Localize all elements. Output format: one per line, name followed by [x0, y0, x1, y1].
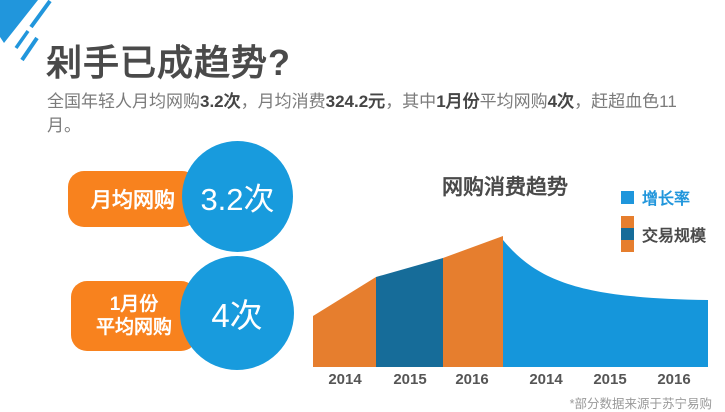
slash-line-2	[14, 29, 30, 50]
subtitle-part: ，其中	[385, 92, 437, 111]
subtitle-highlight: 1月份	[436, 92, 480, 111]
legend-swatch-orange-top	[621, 216, 634, 228]
x-label-volume-2016: 2016	[455, 371, 489, 388]
chart-legend: 增长率 交易规模	[621, 185, 706, 252]
area-volume-2014	[313, 277, 376, 367]
legend-item-transaction-volume: 交易规模	[621, 216, 706, 252]
stat-value: 3.2次	[200, 182, 275, 217]
slash-line-1	[29, 0, 52, 29]
area-growth-rate	[503, 240, 708, 367]
legend-swatch-blue-icon	[621, 190, 634, 204]
subtitle-part: ，赶超血色11月。	[47, 92, 677, 135]
area-volume-2015	[376, 258, 443, 367]
stat-circle-monthly-purchases: 3.2次	[182, 141, 293, 252]
subtitle-part: 全国年轻人月均网购	[47, 92, 200, 111]
stat-pill-january-purchases: 1月份 平均网购	[71, 281, 197, 351]
x-label-volume-2015: 2015	[393, 371, 427, 388]
legend-label-transaction-volume: 交易规模	[642, 228, 707, 245]
x-label-volume-2014: 2014	[328, 371, 362, 388]
page-title: 剁手已成趋势?	[46, 42, 291, 83]
slash-wedge-shape	[0, 0, 38, 43]
subtitle-paragraph: 全国年轻人月均网购3.2次，月均消费324.2元，其中1月份平均网购4次，赶超血…	[47, 90, 707, 138]
legend-swatch-darkblue-middle	[621, 228, 634, 240]
slash-line-3	[20, 36, 39, 62]
data-source-footnote: *部分数据来源于苏宁易购	[569, 397, 712, 411]
subtitle-highlight: 4次	[547, 92, 575, 111]
subtitle-highlight: 3.2次	[200, 92, 241, 111]
x-label-growth-2014: 2014	[529, 371, 563, 388]
legend-item-growth-rate: 增长率	[621, 185, 706, 209]
legend-label-growth-rate: 增长率	[642, 191, 691, 208]
stat-pill-label: 月均网购	[91, 189, 175, 212]
chart-title: 网购消费趋势	[442, 176, 568, 199]
stat-circle-january-purchases: 4次	[180, 256, 294, 370]
subtitle-highlight: 324.2元	[325, 92, 386, 111]
trend-area-chart	[313, 236, 708, 367]
legend-swatch-orange-bottom	[621, 240, 634, 252]
x-label-growth-2016: 2016	[657, 371, 691, 388]
stat-pill-monthly-purchases: 月均网购	[68, 171, 198, 227]
area-volume-2016	[443, 236, 503, 367]
stat-value: 4次	[211, 297, 263, 334]
legend-swatch-stacked-icon	[621, 216, 634, 252]
x-label-growth-2015: 2015	[593, 371, 627, 388]
stat-pill-label-line1: 1月份	[109, 294, 159, 315]
corner-slash-decoration	[0, 0, 52, 62]
subtitle-part: ，月均消费	[240, 92, 326, 111]
subtitle-part: 平均网购	[479, 92, 548, 111]
stat-pill-label-line2: 平均网购	[95, 317, 172, 338]
